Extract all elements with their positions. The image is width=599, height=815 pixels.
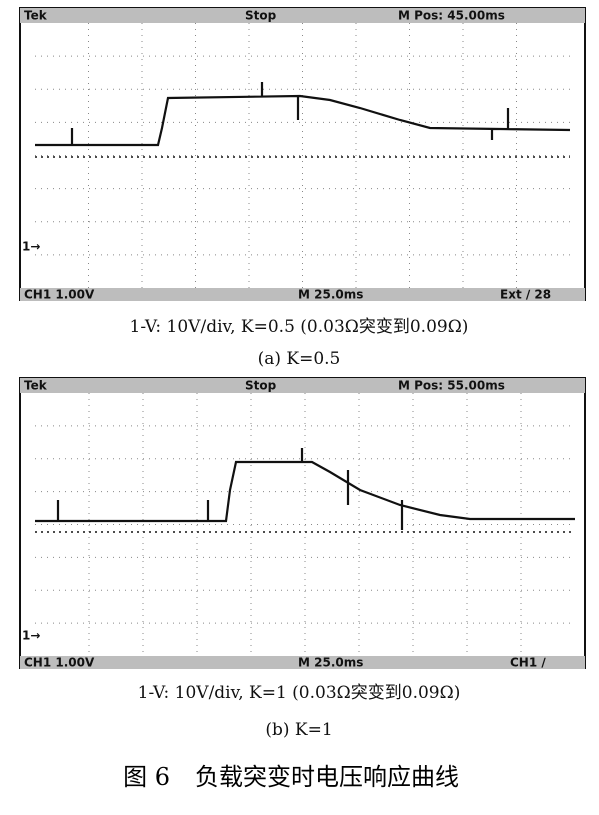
header-bar: [20, 378, 585, 393]
waveform: [35, 82, 571, 147]
marker: 1→: [22, 240, 40, 254]
state: Stop: [245, 379, 277, 393]
brand: Tek: [24, 9, 48, 23]
brand: Tek: [24, 379, 48, 393]
waveform: [35, 448, 575, 530]
position: M Pos: 45.00ms: [398, 9, 505, 23]
timebase: M 25.0ms: [298, 656, 363, 670]
footer-bar: [20, 288, 585, 301]
position: M Pos: 55.00ms: [398, 379, 505, 393]
trigger: CH1 ∕: [510, 656, 546, 670]
panel-label: (a) K=0.5: [258, 349, 341, 369]
screen: [19, 7, 586, 301]
channel: CH1 1.00V: [24, 656, 95, 670]
figure-title: 负载突变时电压响应曲线: [195, 763, 459, 791]
trigger: Ext ∕ 28: [500, 288, 551, 302]
caption: 1-V: 10V/div, K=1 (0.03Ω突变到0.09Ω): [138, 683, 461, 703]
panel-label: (b) K=1: [265, 720, 332, 740]
header-bar: [20, 8, 585, 23]
marker: 1→: [22, 629, 40, 643]
channel: CH1 1.00V: [24, 288, 95, 302]
screen: [19, 377, 586, 669]
timebase: M 25.0ms: [298, 288, 363, 302]
scope-b: Tek Stop M Pos: 55.00ms CH1 1.00V M 25.0…: [19, 377, 586, 740]
caption: 1-V: 10V/div, K=0.5 (0.03Ω突变到0.09Ω): [130, 317, 469, 337]
state: Stop: [245, 9, 277, 23]
scope-a: Tek Stop M Pos: 45.00ms CH1 1.00V M 25.0…: [19, 7, 586, 369]
figure-number: 图 6: [123, 763, 170, 791]
footer-bar: [20, 656, 585, 669]
